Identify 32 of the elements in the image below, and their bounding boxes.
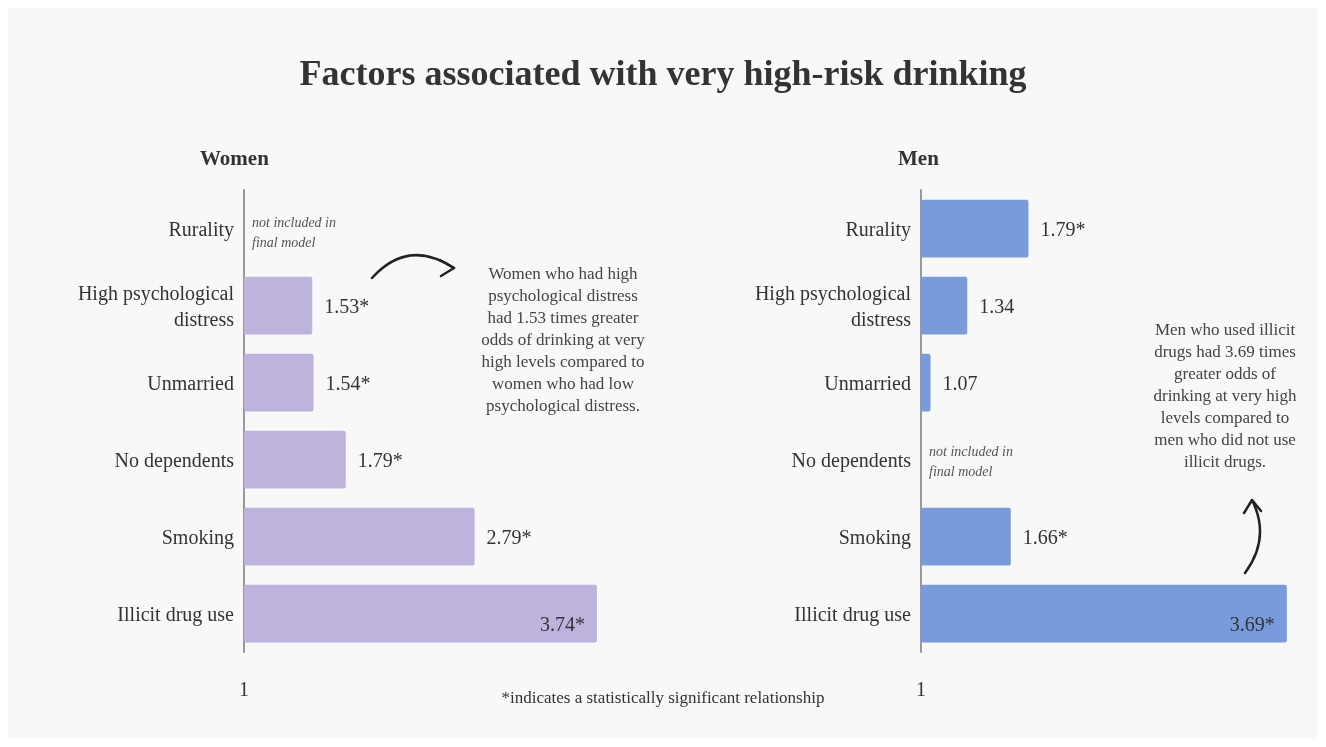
data-label: 1.54* (325, 371, 371, 394)
y-tick-label: No dependents (791, 448, 912, 472)
annotation: Men who used illicit drugs had 3.69 times greater odds of drinking at very high levels compared to men who did not use illicit drugs. (1153, 319, 1298, 471)
data-label: 3.69* (1229, 612, 1275, 635)
data-label: 1.07 (942, 371, 978, 394)
y-tick-label: No dependents (114, 448, 235, 472)
data-label: 3.74* (539, 612, 585, 635)
chart-title: Men (898, 145, 940, 170)
annotation: not included in final model (252, 214, 336, 250)
y-tick-label: Smoking (838, 525, 911, 549)
data-label: 1.34 (979, 294, 1015, 317)
y-tick-label: Rurality (845, 217, 911, 241)
data-label: 1.66* (1022, 525, 1068, 548)
data-label: 1.79* (357, 448, 403, 471)
y-tick-label: Illicit drug use (794, 602, 912, 626)
text: Factors associated with very high-risk drinking (298, 52, 1028, 94)
data-label: 1.53* (324, 294, 370, 317)
data-label: 2.79* (486, 525, 532, 548)
annotation: not included in final model (929, 443, 1013, 479)
text: 1 (916, 678, 926, 700)
y-tick-label: High psychological distress (77, 281, 235, 330)
y-tick-label: Rurality (168, 217, 234, 241)
y-tick-label: Unmarried (147, 371, 234, 394)
chart-title: Women (200, 145, 270, 170)
y-tick-label: Smoking (161, 525, 234, 549)
text: 1 (239, 678, 249, 700)
data-label: 1.79* (1040, 217, 1086, 240)
y-tick-label: Unmarried (824, 371, 911, 394)
annotation: Women who had high psychological distress had 1.53 times greater odds of drinking at very high levels compared to women who had low psychological distress. (481, 263, 646, 415)
y-tick-label: Illicit drug use (117, 602, 235, 626)
text: *indicates a statistically significant relationship (501, 688, 825, 707)
y-tick-label: High psychological distress (754, 281, 912, 330)
